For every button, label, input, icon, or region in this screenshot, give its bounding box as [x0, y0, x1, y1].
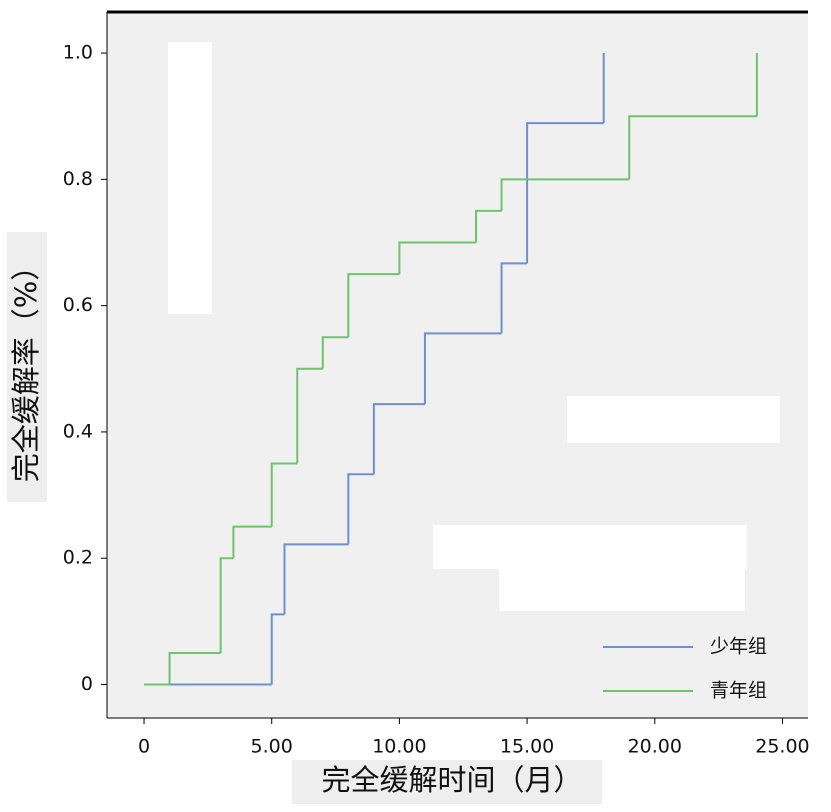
step-segment — [526, 122, 604, 264]
step-segment — [296, 367, 323, 464]
x-tick-label: 25.00 — [755, 736, 809, 758]
y-tick-label: 0.4 — [63, 420, 93, 442]
x-tick-label: 0 — [138, 736, 150, 758]
y-axis-title: 完全缓解率（%） — [9, 252, 43, 483]
plot-area — [107, 12, 808, 718]
step-segment — [475, 209, 502, 243]
step-segment — [232, 525, 272, 559]
legend-label: 青年组 — [710, 680, 767, 702]
redaction — [499, 569, 745, 611]
step-segment — [500, 262, 528, 334]
y-title-bg — [7, 232, 47, 502]
step-segment — [423, 332, 502, 405]
x-tick-label: 15.00 — [500, 736, 554, 758]
redaction — [168, 42, 212, 314]
step-segment — [270, 613, 285, 685]
x-axis-title: 完全缓解时间（月） — [321, 763, 582, 797]
y-tick-label: 0.2 — [63, 547, 93, 569]
x-tick-label: 5.00 — [251, 736, 293, 758]
step-segment — [372, 403, 425, 475]
step-segment — [398, 241, 477, 275]
step-segment — [500, 178, 630, 211]
step-segment — [270, 462, 298, 527]
step-segment — [283, 543, 349, 615]
x-title-bg — [292, 760, 602, 804]
legend-label: 少年组 — [710, 636, 767, 658]
step-segment — [628, 115, 757, 180]
y-tick-label: 0.6 — [63, 294, 93, 316]
redaction — [433, 525, 747, 569]
y-tick-label: 1.0 — [63, 42, 93, 64]
step-segment — [321, 336, 349, 369]
step-segment — [219, 557, 234, 653]
x-tick-label: 20.00 — [628, 736, 682, 758]
step-segment — [347, 473, 374, 545]
redaction — [567, 396, 780, 443]
step-segment — [347, 273, 400, 338]
x-tick-label: 10.00 — [372, 736, 426, 758]
y-tick-label: 0.8 — [63, 168, 93, 190]
y-tick-label: 0 — [81, 673, 93, 695]
step-segment — [168, 651, 221, 685]
